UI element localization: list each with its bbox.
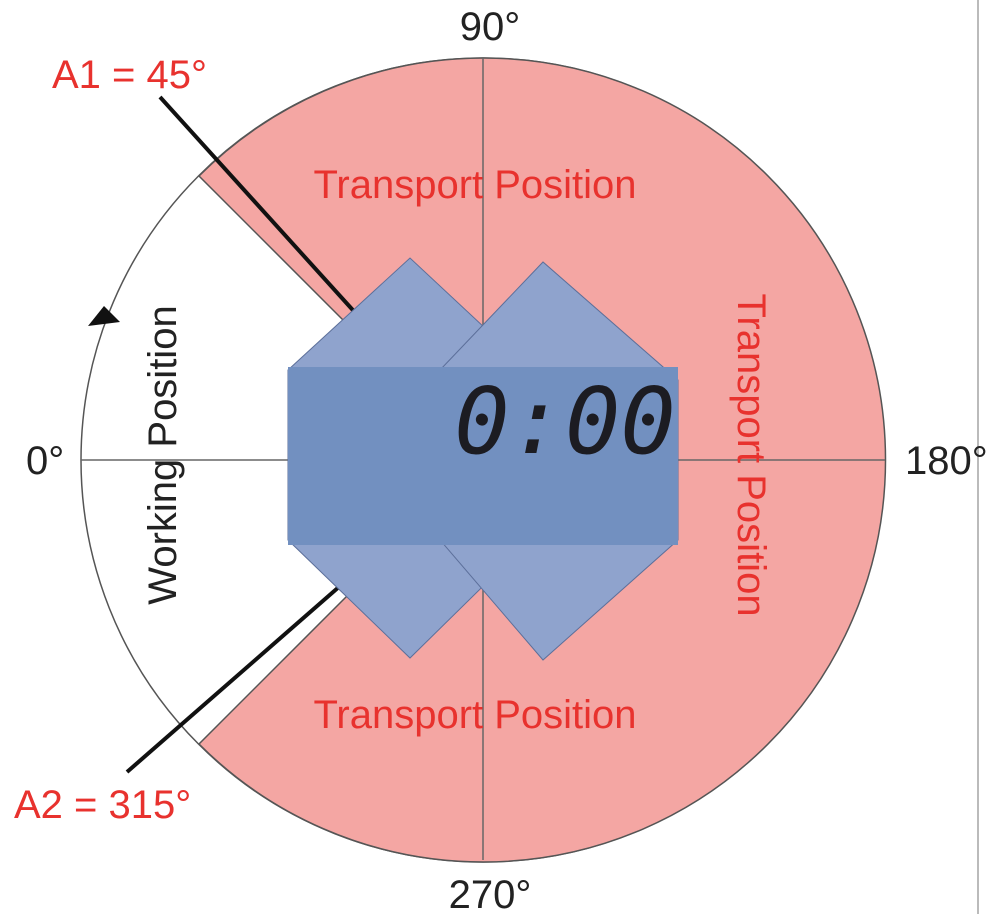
display-time: 0:00 <box>454 368 676 475</box>
label-270: 270° <box>449 873 532 914</box>
zone-transport-top: Transport Position <box>313 163 636 207</box>
label-0: 0° <box>26 439 64 483</box>
limit-a2-line <box>125 584 342 774</box>
zone-transport-bottom: Transport Position <box>313 693 636 737</box>
label-a1: A1 = 45° <box>52 53 207 97</box>
zone-transport-right: Transport Position <box>729 293 773 616</box>
label-180: 180° <box>905 439 988 483</box>
zone-working: Working Position <box>141 305 185 604</box>
label-a2: A2 = 315° <box>14 783 191 827</box>
direction-arrow <box>88 306 120 326</box>
display-panel <box>288 367 678 545</box>
label-90: 90° <box>460 5 521 49</box>
limit-a1-line <box>158 95 362 320</box>
